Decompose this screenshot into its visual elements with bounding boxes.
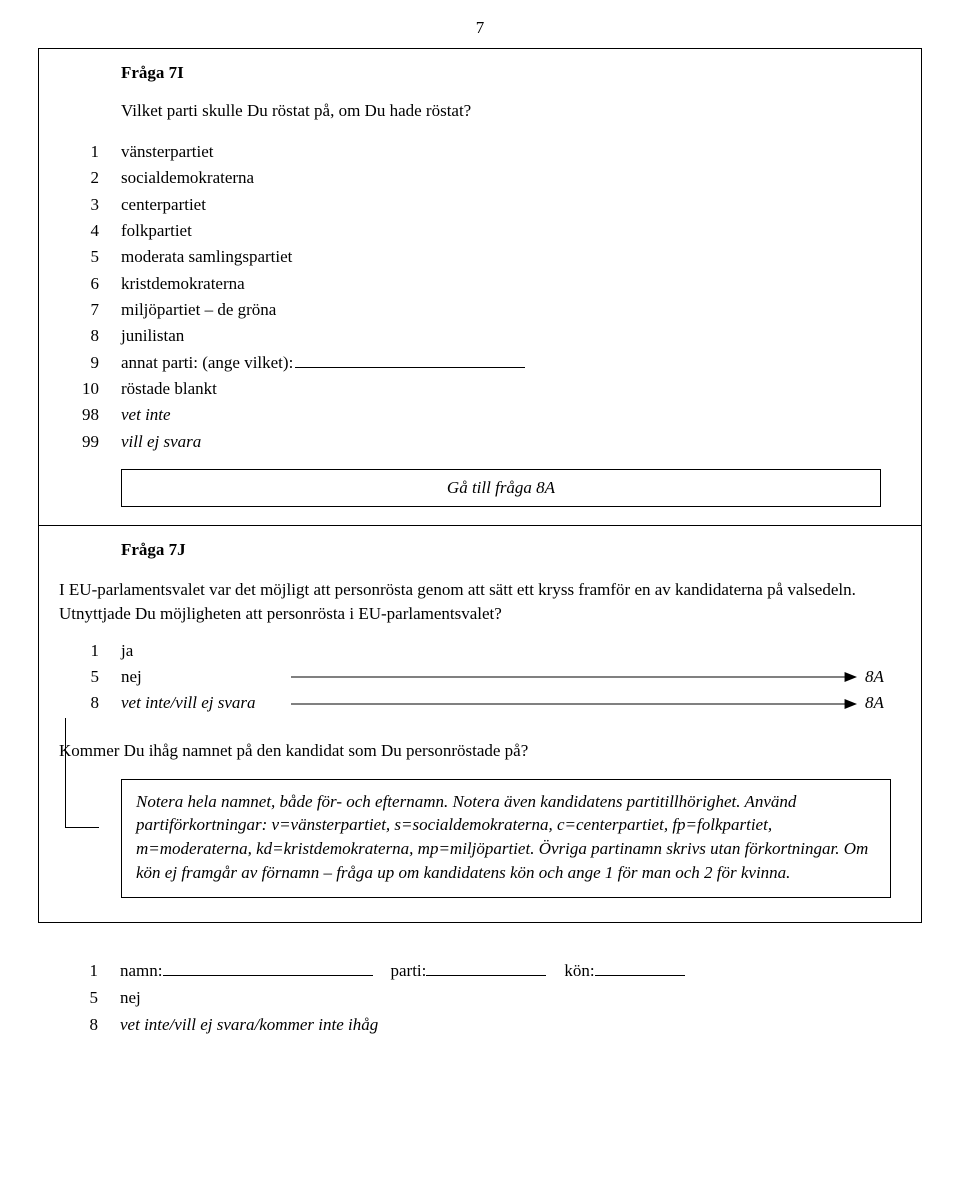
option-num: 8 (59, 323, 121, 349)
option-row: 10 röstade blankt (59, 376, 901, 402)
section-7i-question: Vilket parti skulle Du röstat på, om Du … (121, 101, 901, 121)
option-label: socialdemokraterna (121, 165, 254, 191)
option-row: 99 vill ej svara (59, 429, 901, 455)
question-box: Fråga 7I Vilket parti skulle Du röstat p… (38, 48, 922, 923)
option-label: vill ej svara (121, 429, 201, 455)
option-label: vet inte (121, 402, 171, 428)
option-row: 6 kristdemokraterna (59, 271, 901, 297)
namn-label: namn: (120, 957, 163, 984)
fill-line[interactable] (163, 958, 373, 976)
option-num: 7 (59, 297, 121, 323)
option-label: ja (121, 638, 291, 664)
option-row: 5 nej 8A (59, 664, 901, 690)
answer-row: 5 nej (58, 984, 902, 1011)
option-num: 99 (59, 429, 121, 455)
option-row: 1 vänsterpartiet (59, 139, 901, 165)
option-row: 7 miljöpartiet – de gröna (59, 297, 901, 323)
option-label: folkpartiet (121, 218, 192, 244)
option-num: 2 (59, 165, 121, 191)
goto-box: Gå till fråga 8A (121, 469, 881, 507)
option-row: 1 ja (59, 638, 901, 664)
kon-label: kön: (564, 957, 594, 984)
option-row: 98 vet inte (59, 402, 901, 428)
page-number: 7 (0, 0, 960, 48)
option-row: 5 moderata samlingspartiet (59, 244, 901, 270)
option-row: 9 annat parti: (ange vilket): (59, 350, 901, 376)
arrow-line-icon (291, 670, 857, 684)
option-num: 8 (59, 690, 121, 716)
arrow-target: 8A (865, 690, 901, 716)
option-num: 1 (59, 139, 121, 165)
option-num: 8 (58, 1011, 120, 1038)
option-row: 2 socialdemokraterna (59, 165, 901, 191)
option-num: 5 (58, 984, 120, 1011)
fill-line[interactable] (295, 350, 525, 368)
answer-row: 1 namn: parti: kön: (58, 957, 902, 984)
option-num: 1 (59, 638, 121, 664)
option-label: annat parti: (ange vilket): (121, 350, 293, 376)
arrow-target: 8A (865, 664, 901, 690)
option-label: nej (120, 984, 141, 1011)
option-num: 3 (59, 192, 121, 218)
flow-line-icon (65, 718, 99, 828)
option-row: 4 folkpartiet (59, 218, 901, 244)
option-label: centerpartiet (121, 192, 206, 218)
option-label: röstade blankt (121, 376, 217, 402)
option-num: 5 (59, 244, 121, 270)
option-label: vet inte/vill ej svara/kommer inte ihåg (120, 1011, 378, 1038)
section-7i-title: Fråga 7I (121, 63, 901, 83)
followup-question: Kommer Du ihåg namnet på den kandidat so… (59, 739, 901, 763)
option-label: junilistan (121, 323, 184, 349)
instruction-box: Notera hela namnet, både för- och eftern… (121, 779, 891, 898)
fill-line[interactable] (426, 958, 546, 976)
section-7j-intro: I EU-parlamentsvalet var det möjligt att… (59, 578, 901, 626)
option-num: 6 (59, 271, 121, 297)
parti-label: parti: (391, 957, 427, 984)
fill-line[interactable] (595, 958, 685, 976)
section-7j-title: Fråga 7J (121, 540, 901, 560)
option-label: vänsterpartiet (121, 139, 214, 165)
option-label: vet inte/vill ej svara (121, 690, 291, 716)
option-row: 8 junilistan (59, 323, 901, 349)
option-label: miljöpartiet – de gröna (121, 297, 276, 323)
section-7i: Fråga 7I Vilket parti skulle Du röstat p… (39, 49, 921, 526)
option-num: 98 (59, 402, 121, 428)
section-7j: Fråga 7J I EU-parlamentsvalet var det mö… (39, 526, 921, 922)
option-label: nej (121, 664, 291, 690)
option-label: moderata samlingspartiet (121, 244, 292, 270)
option-num: 5 (59, 664, 121, 690)
option-label: kristdemokraterna (121, 271, 245, 297)
option-num: 9 (59, 350, 121, 376)
option-num: 4 (59, 218, 121, 244)
answer-block: 1 namn: parti: kön: 5 nej 8 vet inte/vil… (38, 957, 922, 1039)
option-row: 8 vet inte/vill ej svara 8A (59, 690, 901, 716)
page: 7 Fråga 7I Vilket parti skulle Du röstat… (0, 0, 960, 1038)
option-num: 1 (58, 957, 120, 984)
answer-row: 8 vet inte/vill ej svara/kommer inte ihå… (58, 1011, 902, 1038)
option-num: 10 (59, 376, 121, 402)
option-row: 3 centerpartiet (59, 192, 901, 218)
arrow-line-icon (291, 697, 857, 711)
